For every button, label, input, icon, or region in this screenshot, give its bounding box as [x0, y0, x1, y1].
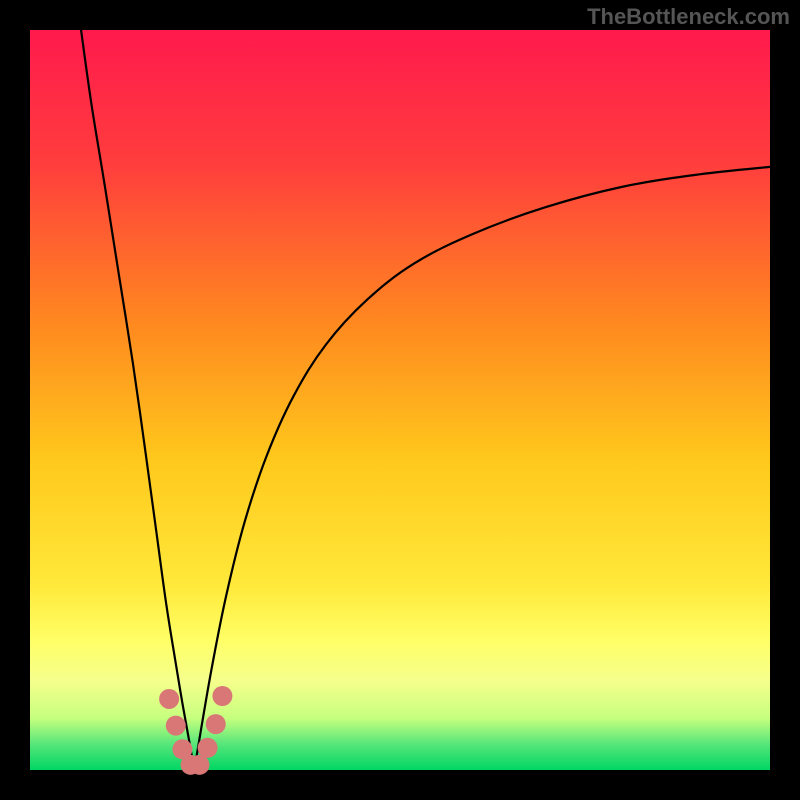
plot-background	[30, 30, 770, 770]
trough-marker	[212, 686, 232, 706]
trough-marker	[189, 755, 209, 775]
trough-marker	[159, 689, 179, 709]
chart-svg	[0, 0, 800, 800]
trough-marker	[198, 738, 218, 758]
watermark-text: TheBottleneck.com	[587, 4, 790, 30]
trough-marker	[206, 714, 226, 734]
trough-marker	[166, 716, 186, 736]
chart-frame: TheBottleneck.com	[0, 0, 800, 800]
